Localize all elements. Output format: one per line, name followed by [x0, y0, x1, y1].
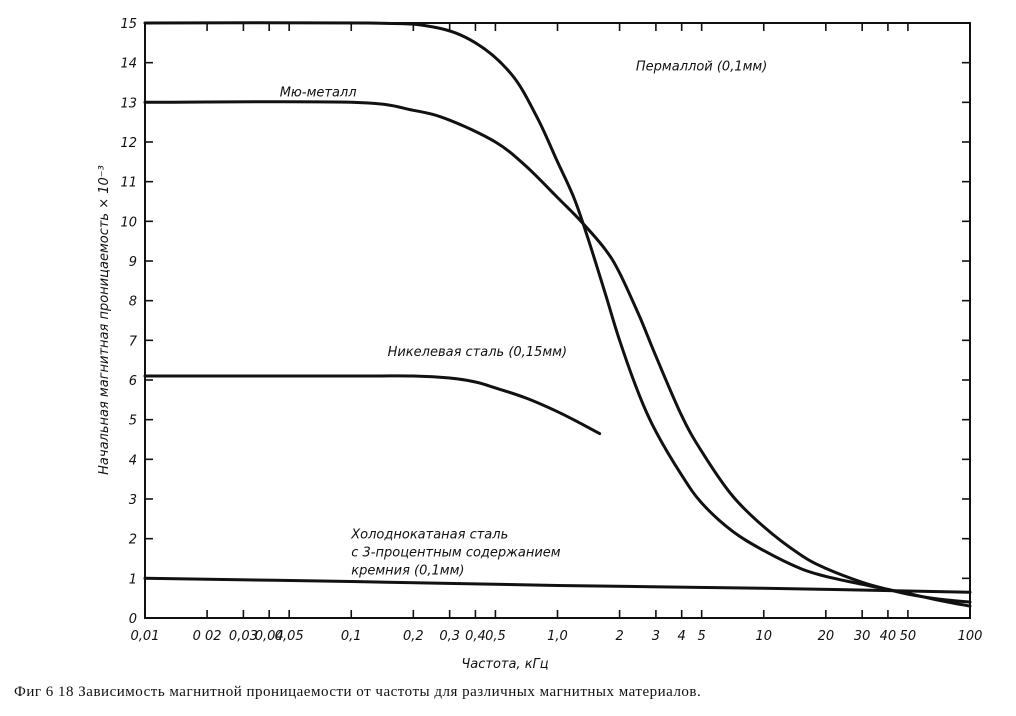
- y-tick-label: 5: [129, 414, 137, 429]
- x-tick-label: 4: [678, 629, 686, 644]
- annotation-sil3: кремния (0,1мм): [351, 563, 464, 578]
- permalloy-line: [143, 21, 972, 608]
- figure-caption: Фиг 6 18 Зависимость магнитной проницаем…: [14, 684, 702, 700]
- nickel-steel-line: [143, 374, 602, 436]
- x-tick-label: 2: [615, 629, 623, 644]
- y-tick-label: 1: [129, 572, 137, 587]
- y-tick-label: 9: [129, 255, 137, 270]
- x-tick-label: 1,0: [547, 629, 568, 644]
- y-axis-title: Начальная магнитная проницаемость × 10⁻³: [97, 165, 112, 475]
- y-tick-label: 12: [120, 136, 137, 151]
- x-axis-title: Частота, кГц: [461, 657, 548, 672]
- x-tick-label: 5: [698, 629, 706, 644]
- annotation-nickel: Никелевая сталь (0,15мм): [388, 345, 567, 360]
- y-tick-label: 13: [120, 96, 137, 111]
- x-tick-label: 20: [818, 629, 835, 644]
- tick-marks: [144, 22, 971, 619]
- y-tick-label: 15: [120, 17, 137, 32]
- y-tick-label: 3: [129, 493, 137, 508]
- y-tick-label: 14: [120, 57, 137, 72]
- x-tick-label: 0,04: [255, 629, 284, 644]
- y-tick-label: 11: [120, 176, 137, 191]
- silicon-steel-line: [143, 576, 972, 594]
- plot-border: [144, 22, 971, 619]
- y-tick-label: 4: [129, 453, 137, 468]
- mu-metal-line: [143, 100, 972, 604]
- x-tick-label: 0,1: [341, 629, 362, 644]
- x-tick-label: 40: [880, 629, 897, 644]
- series-lines: [143, 21, 972, 608]
- x-tick-label: 0,5: [485, 629, 506, 644]
- x-tick-labels: 0,01 0 02 0,030,040,05 0,1 0,2 0,3 0,4 0,5 1,0 2 3…: [131, 629, 983, 644]
- y-tick-label: 7: [129, 334, 138, 349]
- annotation-sil1: Холоднокатаная сталь: [350, 528, 508, 543]
- x-tick-label: 0 02: [193, 629, 222, 644]
- x-tick-label: 100: [958, 629, 983, 644]
- plot-frame: [144, 22, 971, 619]
- x-tick-label: 0,3: [439, 629, 460, 644]
- annotation-mumetal: Мю-металл: [280, 85, 357, 100]
- y-tick-label: 0: [129, 612, 137, 627]
- x-tick-label: 0,4: [465, 629, 486, 644]
- x-tick-label: 0,01: [131, 629, 160, 644]
- x-tick-label: 10: [755, 629, 772, 644]
- x-tick-label: 3: [652, 629, 660, 644]
- series-annotations: Пермаллой (0,1мм) Мю-металл Никелевая стал…: [280, 60, 768, 579]
- y-tick-label: 10: [120, 215, 137, 230]
- y-tick-label: 6: [129, 374, 137, 389]
- y-tick-label: 8: [129, 295, 137, 310]
- x-tick-label: 50: [900, 629, 917, 644]
- x-tick-label: 30: [854, 629, 871, 644]
- annotation-permalloy: Пермаллой (0,1мм): [636, 60, 767, 75]
- x-tick-label: 0,05: [275, 629, 304, 644]
- y-tick-label: 2: [129, 533, 137, 548]
- x-tick-label: 0,03: [229, 629, 258, 644]
- x-tick-label: 0,2: [403, 629, 424, 644]
- annotation-sil2: с 3-процентным содержанием: [351, 546, 561, 561]
